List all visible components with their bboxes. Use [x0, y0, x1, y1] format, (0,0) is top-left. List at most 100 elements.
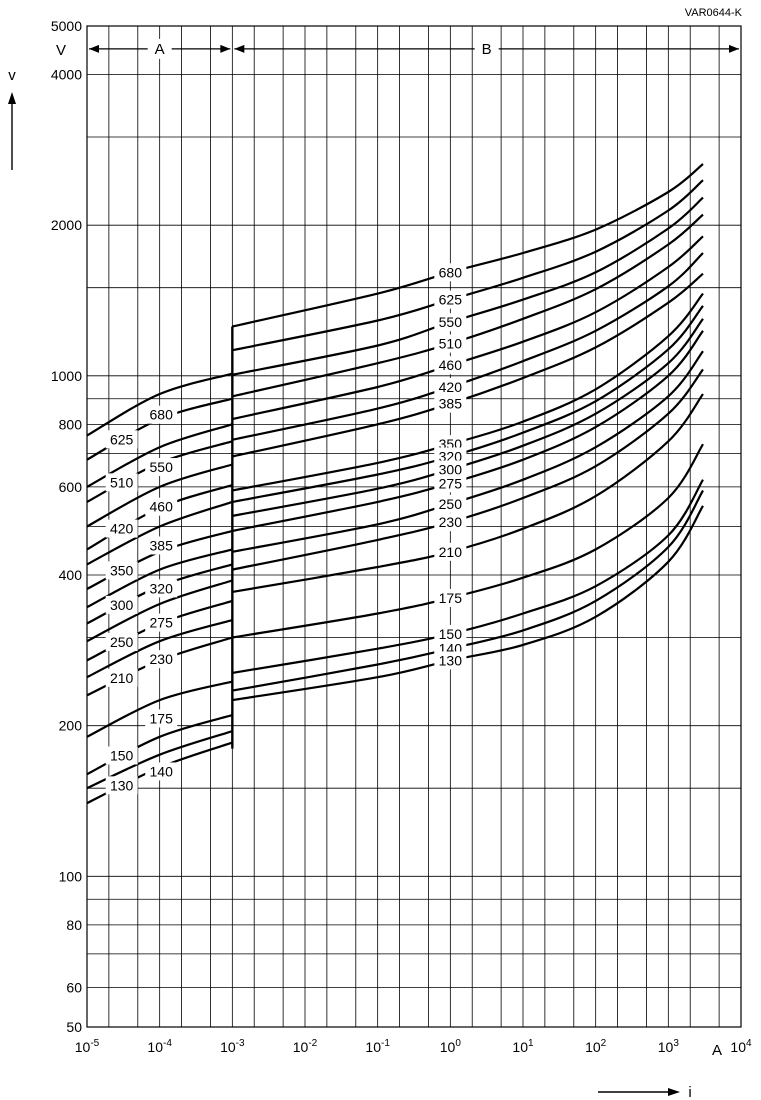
series-label-bg [105, 776, 138, 795]
x-tick-label: 102 [585, 1038, 607, 1055]
curve-labels: 6806806256255505505105104604604204203853… [105, 263, 467, 795]
series-label-210: 210 [439, 544, 463, 560]
series-label-a-150: 150 [110, 747, 134, 763]
series-label-bg [105, 430, 138, 449]
series-350-region-b [232, 292, 704, 492]
series-label-a-230: 230 [150, 651, 174, 667]
series-label-bg [145, 650, 178, 669]
series-label-bg [145, 613, 178, 632]
x-axis-arrow [598, 1088, 680, 1096]
y-axis-arrow [8, 92, 16, 170]
series-label-625: 625 [439, 292, 463, 308]
series-230-region-a [86, 619, 233, 679]
curves [86, 163, 704, 805]
series-label-bg [145, 579, 178, 598]
region-label-A: A [155, 41, 165, 58]
series-label-bg [434, 542, 467, 561]
series-label-420: 420 [439, 379, 463, 395]
series-label-680: 680 [439, 264, 463, 280]
series-275-region-b [232, 330, 704, 532]
x-tick-label: 10-1 [365, 1038, 390, 1055]
y-tick-label: 400 [59, 567, 83, 583]
x-tick-label: 10-4 [147, 1038, 172, 1055]
region-label-bg [147, 38, 172, 59]
series-label-a-300: 300 [110, 597, 134, 613]
x-tick-label: 10-3 [220, 1038, 245, 1055]
series-460-region-a [86, 463, 233, 528]
region-label-B: B [482, 41, 492, 58]
series-label-bg [105, 519, 138, 538]
series-420-region-b [232, 252, 704, 441]
y-tick-label: 200 [59, 718, 83, 734]
x-tick-label: 10-2 [293, 1038, 318, 1055]
series-label-250: 250 [439, 496, 463, 512]
region-arrow-left [89, 44, 99, 53]
series-label-bg [434, 651, 467, 670]
tick-labels: 50 60 80 100 200 400 600 800 1000 2000 4000 5000 10-… [51, 18, 752, 1055]
series-140-region-b [232, 489, 704, 692]
y-unit-label: V [56, 42, 66, 59]
y-axis-label: v [8, 67, 16, 84]
y-tick-label: 50 [66, 1019, 82, 1035]
series-label-bg [434, 460, 467, 479]
series-label-bg [434, 313, 467, 332]
series-320-region-a [86, 548, 233, 609]
y-tick-label: 800 [59, 416, 83, 432]
series-label-a-550: 550 [150, 459, 174, 475]
series-label-510: 510 [439, 336, 463, 352]
figure-code: VAR0644-K [685, 7, 743, 19]
series-label-a-460: 460 [150, 499, 174, 515]
series-275-region-a [86, 579, 233, 643]
y-tick-label: 80 [66, 917, 82, 933]
series-label-bg [434, 513, 467, 532]
series-label-130: 130 [439, 652, 463, 668]
series-385-region-a [86, 500, 233, 566]
series-550-region-a [86, 423, 233, 488]
y-tick-label: 600 [59, 479, 83, 495]
series-label-a-350: 350 [110, 562, 134, 578]
region-arrow-left [234, 44, 245, 53]
series-label-bg [105, 668, 138, 687]
series-label-460: 460 [439, 357, 463, 373]
series-label-bg [105, 746, 138, 765]
series-label-a-175: 175 [150, 710, 174, 726]
series-label-bg [434, 494, 467, 513]
series-label-a-210: 210 [110, 670, 134, 686]
series-300-region-b [232, 318, 704, 517]
region-label-bg [474, 38, 499, 59]
y-tick-label: 2000 [51, 217, 82, 233]
series-230-region-b [232, 368, 704, 571]
series-210-region-b [232, 393, 704, 593]
series-250-region-b [232, 350, 704, 553]
series-130-region-b [232, 505, 704, 702]
series-label-a-385: 385 [150, 537, 174, 553]
series-label-bg [105, 632, 138, 651]
x-axis-label: i [688, 1084, 691, 1100]
series-label-a-140: 140 [150, 763, 174, 779]
series-680-region-a [86, 372, 233, 437]
series-label-a-510: 510 [110, 474, 134, 490]
series-label-bg [145, 709, 178, 728]
series-label-bg [145, 405, 178, 424]
series-label-a-130: 130 [110, 777, 134, 793]
series-625-region-b [232, 179, 704, 352]
series-label-230: 230 [439, 514, 463, 530]
series-label-bg [434, 474, 467, 493]
series-label-bg [145, 497, 178, 516]
series-175-region-b [232, 443, 704, 639]
x-tick-label: 103 [658, 1038, 680, 1055]
series-150-region-a [86, 714, 233, 776]
series-label-bg [434, 290, 467, 309]
region-arrow-right [220, 44, 231, 53]
series-label-a-320: 320 [150, 580, 174, 596]
series-label-bg [434, 624, 467, 643]
x-tick-label: 101 [512, 1038, 534, 1055]
series-label-bg [145, 458, 178, 477]
series-510-region-b [232, 213, 704, 398]
y-tick-label: 1000 [51, 368, 82, 384]
y-tick-label: 4000 [51, 67, 82, 83]
series-label-a-275: 275 [150, 615, 174, 631]
series-label-275: 275 [439, 475, 463, 491]
series-label-385: 385 [439, 396, 463, 412]
